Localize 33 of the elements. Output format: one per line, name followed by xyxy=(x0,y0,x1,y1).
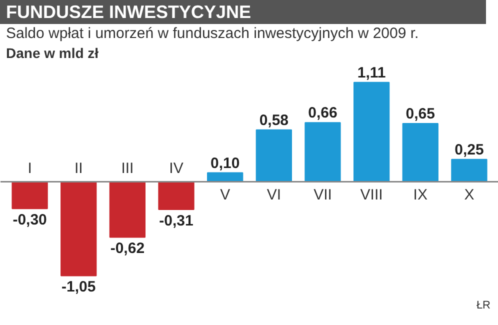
bar xyxy=(12,181,48,210)
x-tick-label: IV xyxy=(169,160,184,177)
data-label: -0,30 xyxy=(12,212,47,229)
x-tick-label: III xyxy=(121,160,134,177)
x-tick-label: VII xyxy=(314,186,332,204)
bar xyxy=(402,123,438,182)
bar xyxy=(256,129,292,182)
data-label: 0,10 xyxy=(210,154,240,172)
chart-subtitle: Saldo wpłat i umorzeń w funduszach inwestycyjnych w 2009 r. xyxy=(6,24,419,44)
x-tick-label: I xyxy=(28,160,32,177)
data-label: -0,62 xyxy=(110,240,145,258)
x-tick-label: X xyxy=(464,186,474,204)
text: ŁR xyxy=(476,300,491,312)
bar xyxy=(304,122,341,182)
data-label: -1,05 xyxy=(62,278,96,296)
data-label: 1,11 xyxy=(357,64,386,82)
data-label: -0,31 xyxy=(159,212,194,230)
data-label: 0,65 xyxy=(406,106,435,123)
x-tick-label: VIII xyxy=(360,186,383,204)
data-label: 0,66 xyxy=(308,104,338,122)
bar xyxy=(60,181,97,276)
bar xyxy=(158,181,194,210)
x-tick-label: VI xyxy=(266,186,282,204)
bar xyxy=(451,158,488,182)
data-label: 0,25 xyxy=(454,141,484,158)
bar xyxy=(109,181,146,238)
bar xyxy=(353,82,390,182)
data-label: 0,58 xyxy=(259,112,289,129)
x-tick-label: V xyxy=(220,186,230,204)
chart-title: FUNDUSZE INWESTYCYJNE xyxy=(6,1,252,23)
y-axis-title: Dane w mld zł xyxy=(6,44,99,62)
x-tick-label: IX xyxy=(413,186,428,204)
x-tick-label: II xyxy=(74,160,83,177)
